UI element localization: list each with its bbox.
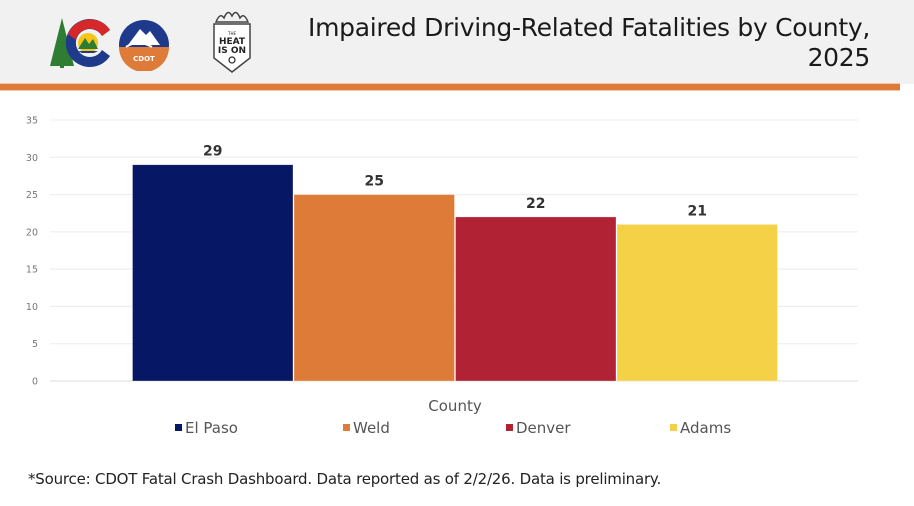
legend-swatch [670, 424, 677, 431]
bar-denver [455, 216, 617, 382]
page-title: Impaired Driving-Related Fatalities by C… [308, 13, 870, 73]
x-axis-title: County [428, 397, 482, 415]
legend-label: Adams [680, 419, 731, 437]
data-label: 25 [365, 174, 384, 190]
colorado-state-logo-icon [50, 18, 110, 68]
legend-swatch [343, 424, 350, 431]
cdot-logo-icon: CDOT [119, 20, 169, 71]
header-banner: CDOT THE HEAT IS ON Impaired Driving-Rel… [0, 0, 914, 84]
bars [132, 164, 778, 382]
svg-text:IS ON: IS ON [218, 46, 246, 56]
y-tick-label: 0 [32, 377, 38, 388]
bar-weld [293, 194, 455, 382]
data-labels: 29 25 22 21 [203, 144, 707, 220]
y-tick-label: 10 [26, 302, 38, 313]
y-tick-label: 20 [26, 227, 38, 238]
svg-text:CDOT: CDOT [133, 55, 155, 63]
bar-chart: 0 5 10 15 20 25 30 35 29 25 22 21 County El Paso We… [26, 116, 858, 437]
data-label: 22 [526, 196, 545, 212]
title-line-1: Impaired Driving-Related Fatalities by C… [308, 13, 870, 42]
data-label: 21 [688, 203, 707, 219]
y-tick-label: 35 [26, 116, 38, 127]
legend-label: El Paso [185, 419, 238, 437]
y-tick-label: 5 [32, 339, 38, 350]
bar-adams [616, 224, 778, 382]
source-note: *Source: CDOT Fatal Crash Dashboard. Dat… [28, 470, 662, 488]
y-tick-label: 30 [26, 153, 38, 164]
y-tick-label: 25 [26, 190, 38, 201]
data-label: 29 [203, 144, 222, 160]
svg-text:HEAT: HEAT [219, 37, 246, 47]
y-axis-ticks: 0 5 10 15 20 25 30 35 [26, 116, 38, 388]
legend-swatch [506, 424, 513, 431]
legend-label: Weld [353, 419, 390, 437]
header-divider [0, 84, 900, 90]
legend: El Paso Weld Denver Adams [175, 419, 731, 437]
svg-text:THE: THE [227, 31, 236, 36]
legend-swatch [175, 424, 182, 431]
title-line-2: 2025 [807, 43, 871, 72]
legend-label: Denver [516, 419, 571, 437]
bar-el-paso [132, 164, 294, 382]
y-tick-label: 15 [26, 265, 38, 276]
heat-is-on-badge-icon: THE HEAT IS ON [213, 11, 251, 73]
